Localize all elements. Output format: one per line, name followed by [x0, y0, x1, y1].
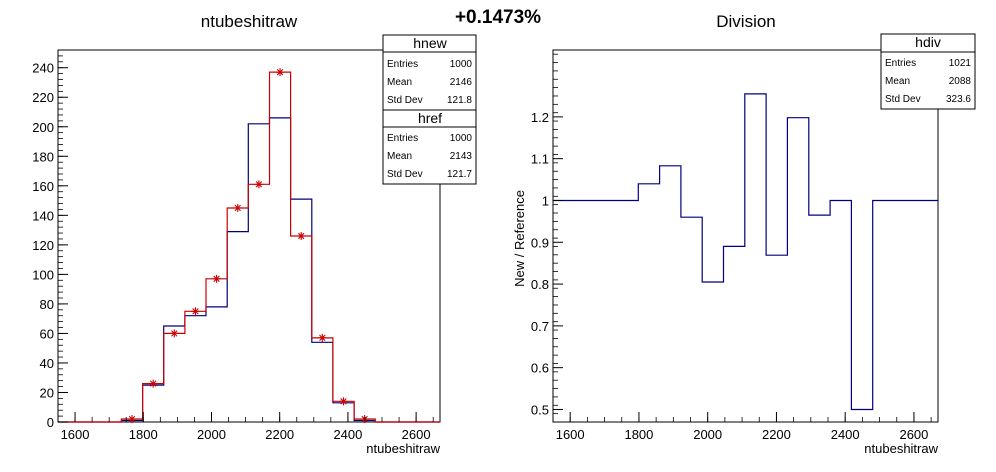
stats-value: 323.6: [946, 94, 971, 105]
data-point-marker: [128, 415, 137, 424]
stats-value: 2088: [949, 76, 972, 87]
stats-label: Entries: [885, 58, 916, 69]
stats-box-href: href Entries 1000 Mean 2143 Std Dev 121.…: [382, 109, 477, 185]
data-point-marker: [318, 333, 327, 342]
stats-value: 121.8: [447, 95, 472, 106]
right-plot-frame: [552, 49, 939, 423]
right-y-axis-label: New / Reference: [512, 190, 527, 287]
y-tick-label: 60: [40, 326, 54, 341]
data-point-marker: [233, 203, 242, 212]
y-tick-label: 40: [40, 356, 54, 371]
y-tick-label: 120: [32, 238, 54, 253]
stats-value: 2146: [450, 77, 473, 88]
right-x-axis-ticks: 1600 1800 2000 2200 2400 2600: [552, 412, 932, 442]
stats-label: Mean: [387, 77, 412, 88]
right-x-axis-label: ntubeshitraw: [864, 441, 938, 456]
x-tick-label: 1800: [129, 427, 158, 442]
stats-label: Std Dev: [885, 94, 921, 105]
data-point-marker: [191, 307, 200, 316]
stats-box-title: hnew: [413, 35, 447, 51]
right-division-marks: [553, 93, 938, 411]
x-tick-label: 1600: [556, 427, 585, 442]
data-point-marker: [170, 329, 179, 338]
y-tick-label: 20: [40, 385, 54, 400]
y-tick-label: 0.6: [531, 361, 549, 376]
data-point-marker: [297, 232, 306, 240]
stats-box-title: hdiv: [915, 34, 941, 50]
stats-box-hdiv: hdiv Entries 1021 Mean 2088 Std Dev 323.…: [880, 33, 976, 110]
stats-label: Mean: [387, 151, 412, 162]
diff-percentage-label: +0.1473%: [455, 7, 541, 28]
y-tick-label: 160: [32, 179, 54, 194]
histogram-step-href: [58, 71, 440, 423]
stats-label: Entries: [387, 59, 418, 70]
y-tick-label: 180: [32, 149, 54, 164]
left-x-axis-label: ntubeshitraw: [366, 441, 440, 456]
left-y-axis-ticks: 0 20 40 60 80 100 120 140 160 180 200 220 240: [32, 49, 68, 430]
y-tick-label: 80: [40, 297, 54, 312]
stats-label: Mean: [885, 76, 910, 87]
stats-label: Entries: [387, 133, 418, 144]
stats-value: 1000: [450, 133, 473, 144]
y-tick-label: 100: [32, 267, 54, 282]
stats-value: 1000: [450, 59, 473, 70]
x-tick-label: 2000: [197, 427, 226, 442]
y-tick-label: 1: [542, 193, 549, 208]
stats-box-title: href: [418, 110, 442, 126]
left-histogram-marks: [58, 68, 440, 424]
stats-label: Std Dev: [387, 169, 423, 180]
y-tick-label: 0.9: [531, 235, 549, 250]
y-tick-label: 140: [32, 208, 54, 223]
y-tick-label: 220: [32, 90, 54, 105]
data-point-marker: [339, 397, 348, 406]
x-tick-label: 2600: [402, 427, 431, 442]
data-point-marker: [254, 180, 263, 189]
x-tick-label: 2200: [762, 427, 791, 442]
x-tick-label: 2200: [265, 427, 294, 442]
right-y-axis-ticks: 0.5 0.6 0.7 0.8 0.9 1 1.1 1.2: [531, 53, 563, 423]
y-tick-label: 0.7: [531, 319, 549, 334]
left-plot-frame: [57, 49, 441, 423]
y-tick-label: 1.1: [531, 152, 549, 167]
stats-box-hnew: hnew Entries 1000 Mean 2146 Std Dev 121.…: [382, 34, 477, 111]
histogram-step-hdiv: [553, 93, 938, 411]
stats-value: 2143: [450, 151, 473, 162]
data-point-marker: [212, 274, 221, 283]
stats-label: Std Dev: [387, 95, 423, 106]
right-division-plot: 0.5 0.6 0.7 0.8 0.9 1 1.1 1.2 1600 1800 2000 2200 2…: [512, 49, 939, 456]
y-tick-label: 0.5: [531, 402, 549, 417]
left-histogram-plot: 0 20 40 60 80 100 120 140 160 180 200 220 240 1600 18…: [32, 49, 441, 456]
x-tick-label: 2400: [831, 427, 860, 442]
data-point-marker: [276, 68, 285, 77]
y-tick-label: 0: [47, 415, 54, 430]
data-point-marker: [149, 379, 158, 388]
y-tick-label: 0.8: [531, 277, 549, 292]
left-panel-title: ntubeshitraw: [201, 12, 298, 31]
x-tick-label: 2000: [693, 427, 722, 442]
stats-value: 121.7: [447, 169, 472, 180]
x-tick-label: 1600: [61, 427, 90, 442]
y-tick-label: 240: [32, 61, 54, 76]
left-x-axis-ticks: 1600 1800 2000 2200 2400 2600: [57, 412, 434, 442]
y-tick-label: 200: [32, 120, 54, 135]
x-tick-label: 2600: [899, 427, 928, 442]
x-tick-label: 1800: [624, 427, 653, 442]
right-panel-title: Division: [716, 12, 776, 31]
x-tick-label: 2400: [333, 427, 362, 442]
y-tick-label: 1.2: [531, 110, 549, 125]
stats-value: 1021: [949, 58, 972, 69]
